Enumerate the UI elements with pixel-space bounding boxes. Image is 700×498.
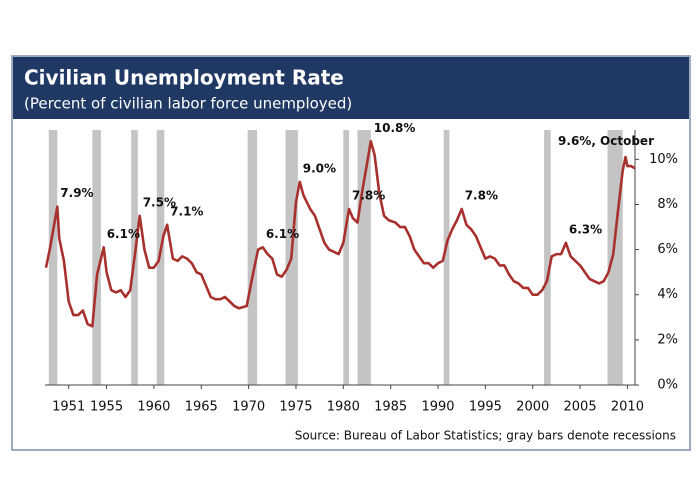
annotation: 7.1% [170,204,203,218]
y-tick-label: 8% [657,197,678,212]
x-tick-label: 2010 [611,400,644,415]
x-tick-label: 2005 [564,400,597,415]
annotation: 6.3% [569,222,602,236]
chart-subtitle: (Percent of civilian labor force unemplo… [24,95,352,113]
annotation: 7.8% [352,188,385,202]
x-tick-label: 1995 [469,400,502,415]
annotation: 10.8% [374,121,416,135]
recession-bar [544,130,551,385]
x-tick-label: 1955 [90,400,123,415]
x-tick-label: 1951 [52,400,85,415]
unemployment-line [44,139,636,328]
x-tick-label: 1965 [185,400,218,415]
x-tick-label: 1975 [279,400,312,415]
y-tick-label: 6% [657,242,678,257]
y-tick-label: 10% [649,152,678,167]
annotation: 6.1% [107,227,140,241]
recession-bar [247,130,258,385]
source-note: Source: Bureau of Labor Statistics; gray… [295,429,676,443]
annotation: 9.6%, October [558,134,654,148]
annotation: 9.0% [303,161,336,175]
x-tick-label: 1970 [232,400,265,415]
recession-bar [443,130,450,385]
x-tick-label: 1960 [137,400,170,415]
x-tick-label: 1985 [374,400,407,415]
recession-bar [607,130,623,385]
x-tick-label: 1980 [327,400,360,415]
y-tick-label: 4% [657,287,678,302]
recession-bar [92,130,101,385]
annotation: 7.9% [60,186,93,200]
header [13,57,689,119]
chart-title: Civilian Unemployment Rate [24,66,344,90]
y-tick-label: 0% [657,378,678,393]
recession-bar [357,130,371,385]
frame [11,55,691,451]
x-tick-label: 2000 [516,400,549,415]
recession-bar [48,130,58,385]
x-tick-label: 1990 [421,400,454,415]
annotation: 6.1% [266,227,299,241]
recession-bar [343,130,349,385]
annotation: 7.5% [143,195,176,209]
annotation: 7.8% [465,188,498,202]
y-tick-label: 2% [657,332,678,347]
